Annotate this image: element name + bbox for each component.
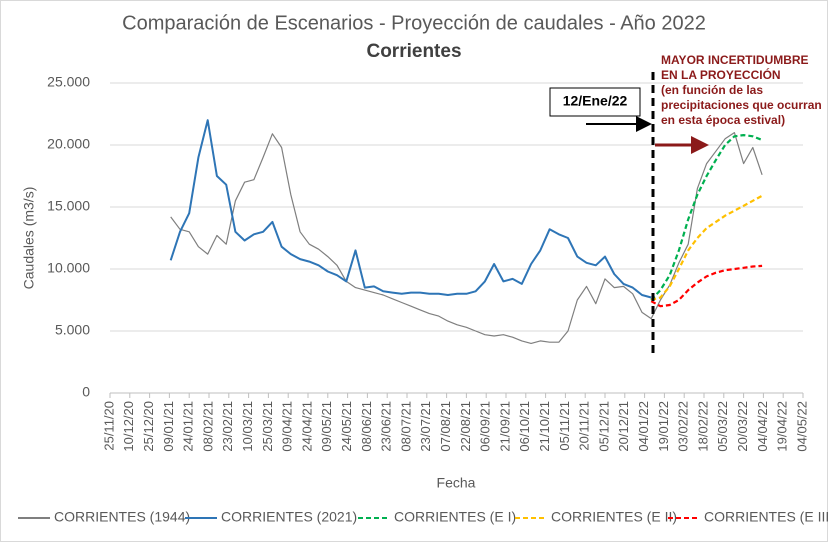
x-tick-label: 23/07/21 xyxy=(418,401,433,452)
annotation: precipitaciones que ocurran xyxy=(661,98,822,112)
x-axis-title: Fecha xyxy=(437,475,476,491)
series-line xyxy=(169,119,652,299)
x-tick-label: 19/04/22 xyxy=(775,401,790,452)
x-tick-label: 24/04/21 xyxy=(299,401,314,452)
x-tick-label: 05/03/22 xyxy=(715,401,730,452)
x-tick-label: 25/11/20 xyxy=(101,401,116,451)
y-tick-label: 20.000 xyxy=(47,136,90,152)
x-tick-label: 18/02/22 xyxy=(695,401,710,452)
date-box xyxy=(549,87,641,117)
x-tick-label: 19/01/22 xyxy=(656,401,671,452)
x-tick-label: 04/01/22 xyxy=(636,401,651,452)
annotation: EN LA PROYECCIÓN xyxy=(661,67,781,82)
x-tick-label: 04/04/22 xyxy=(755,401,770,452)
x-tick-label: 08/07/21 xyxy=(398,401,413,452)
x-tick-label: 20/11/21 xyxy=(577,401,592,451)
annotation: (en función de las xyxy=(661,83,763,97)
x-tick-label: 03/02/22 xyxy=(676,401,691,452)
x-tick-label: 08/02/21 xyxy=(200,401,215,452)
chart-subtitle: Corrientes xyxy=(366,41,461,62)
legend-label: CORRIENTES (E II) xyxy=(551,509,677,525)
x-tick-label: 24/05/21 xyxy=(339,401,354,452)
x-tick-label: 21/10/21 xyxy=(537,401,552,452)
x-tick-label: 06/09/21 xyxy=(478,401,493,452)
x-tick-label: 20/12/21 xyxy=(616,401,631,452)
series-line xyxy=(170,132,763,344)
annotation: en esta época estival) xyxy=(661,113,785,127)
x-tick-label: 09/04/21 xyxy=(280,401,295,452)
x-tick-label: 06/10/21 xyxy=(517,401,532,452)
x-tick-label: 23/02/21 xyxy=(220,401,235,452)
x-tick-label: 22/08/21 xyxy=(458,401,473,452)
x-tick-label: 10/12/20 xyxy=(121,401,136,452)
y-tick-label: 5.000 xyxy=(55,322,90,338)
legend-label: CORRIENTES (E I) xyxy=(394,509,516,525)
y-tick-label: 10.000 xyxy=(47,260,90,276)
x-tick-label: 09/05/21 xyxy=(319,401,334,452)
annotation: MAYOR INCERTIDUMBRE xyxy=(661,53,809,67)
y-tick-label: 25.000 xyxy=(47,74,90,90)
date-box-label: 12/Ene/22 xyxy=(563,93,628,109)
y-axis-title: Caudales (m3/s) xyxy=(21,187,37,290)
legend-label: CORRIENTES (1944) xyxy=(54,509,190,525)
series-line xyxy=(650,134,763,301)
y-tick-label: 0 xyxy=(82,384,90,400)
x-tick-label: 07/08/21 xyxy=(438,401,453,452)
x-tick-label: 25/03/21 xyxy=(260,401,275,452)
series-line xyxy=(650,264,763,308)
x-tick-label: 24/01/21 xyxy=(181,401,196,452)
x-tick-label: 23/06/21 xyxy=(379,401,394,452)
legend-label: CORRIENTES (E III) xyxy=(704,509,828,525)
x-tick-label: 04/05/22 xyxy=(794,401,809,452)
x-tick-label: 20/03/22 xyxy=(735,401,750,452)
x-tick-label: 09/01/21 xyxy=(161,401,176,452)
x-tick-label: 05/12/21 xyxy=(596,401,611,452)
series-line xyxy=(650,194,763,302)
x-tick-label: 10/03/21 xyxy=(240,401,255,452)
x-tick-label: 08/06/21 xyxy=(359,401,374,452)
y-tick-label: 15.000 xyxy=(47,198,90,214)
x-tick-label: 05/11/21 xyxy=(557,401,572,451)
legend-label: CORRIENTES (2021) xyxy=(221,509,357,525)
x-tick-label: 21/09/21 xyxy=(497,401,512,452)
chart-title: Comparación de Escenarios - Proyección d… xyxy=(122,12,706,34)
x-tick-label: 25/12/20 xyxy=(141,401,156,452)
